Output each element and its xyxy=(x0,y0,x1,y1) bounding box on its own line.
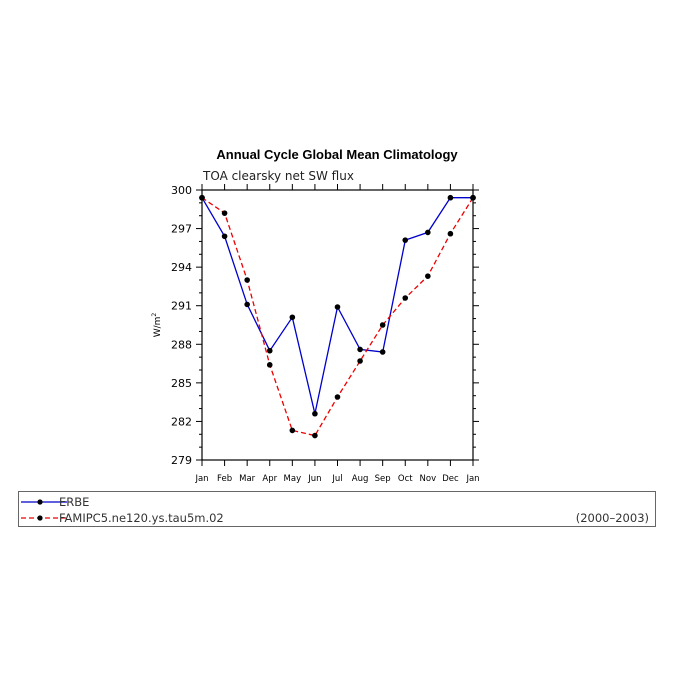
series-0-point xyxy=(312,410,318,417)
series-line-1 xyxy=(201,197,474,437)
series-1-point xyxy=(402,295,409,301)
y-tick-label: 279 xyxy=(171,454,192,467)
legend-swatch-erbe xyxy=(21,499,67,505)
series-0-point xyxy=(244,301,250,308)
series-1-point xyxy=(425,273,431,279)
legend-period: (2000–2003) xyxy=(575,511,649,525)
series-0-point xyxy=(447,194,454,201)
y-tick-label: 282 xyxy=(171,415,192,428)
x-tick-label: Jan xyxy=(194,474,208,484)
y-tick-label: 300 xyxy=(171,184,192,197)
y-tick-label: 294 xyxy=(171,261,192,274)
x-tick-label: Jul xyxy=(331,474,342,484)
y-axis-label-sup: 2 xyxy=(151,313,158,317)
chart-subtitle: TOA clearsky net SW flux xyxy=(202,169,354,183)
legend-label-erbe: ERBE xyxy=(59,495,90,509)
series-0-point xyxy=(357,346,363,353)
series-0-point xyxy=(334,304,341,310)
y-tick-label: 291 xyxy=(171,300,192,313)
series-0-point xyxy=(289,314,296,321)
series-1-point xyxy=(357,358,363,364)
series-1-point xyxy=(221,210,228,216)
legend-entry-famipc5: FAMIPC5.ne120.ys.tau5m.02 (2000–2003) xyxy=(19,510,655,526)
x-tick-label: Jan xyxy=(465,474,479,484)
x-tick-label: Sep xyxy=(375,474,391,484)
y-tick-label: 297 xyxy=(171,223,192,236)
legend-entry-erbe: ERBE xyxy=(19,494,655,510)
y-axis-label-text: W/m xyxy=(153,317,163,338)
chart-title: Annual Cycle Global Mean Climatology xyxy=(216,147,458,162)
series-1-point xyxy=(447,230,454,237)
series-0-point xyxy=(266,347,273,354)
series-1-point xyxy=(289,427,296,434)
plot-frame xyxy=(201,189,474,461)
x-tick-label: Mar xyxy=(239,474,256,484)
legend: ERBE FAMIPC5.ne120.ys.tau5m.02 (2000–200… xyxy=(18,491,656,527)
series-1-point xyxy=(470,194,476,201)
y-tick-label: 288 xyxy=(171,338,192,351)
series-0-point xyxy=(402,237,409,243)
x-tick-label: Nov xyxy=(420,474,437,484)
series-1-point xyxy=(244,277,250,283)
legend-label-famipc5: FAMIPC5.ne120.ys.tau5m.02 xyxy=(59,511,224,525)
x-tick-label: Apr xyxy=(262,474,277,484)
y-tick-label: 285 xyxy=(171,377,192,390)
x-tick-label: Feb xyxy=(217,474,232,484)
x-tick-label: Oct xyxy=(398,474,413,484)
legend-swatch-famipc5 xyxy=(21,515,67,521)
x-tick-label: May xyxy=(284,474,302,484)
series-1-point xyxy=(379,322,386,328)
series-1-point xyxy=(266,362,273,368)
y-axis-label: W/m2 xyxy=(151,313,163,338)
series-0-point xyxy=(425,229,431,236)
x-tick-label: Aug xyxy=(352,474,369,484)
x-tick-label: Dec xyxy=(442,474,459,484)
series-1-point xyxy=(199,194,205,201)
x-tick-label: Jun xyxy=(307,474,321,484)
series-0-point xyxy=(379,349,386,355)
series-1-point xyxy=(334,394,341,400)
series-1-point xyxy=(312,432,318,439)
series-0-point xyxy=(221,233,228,240)
